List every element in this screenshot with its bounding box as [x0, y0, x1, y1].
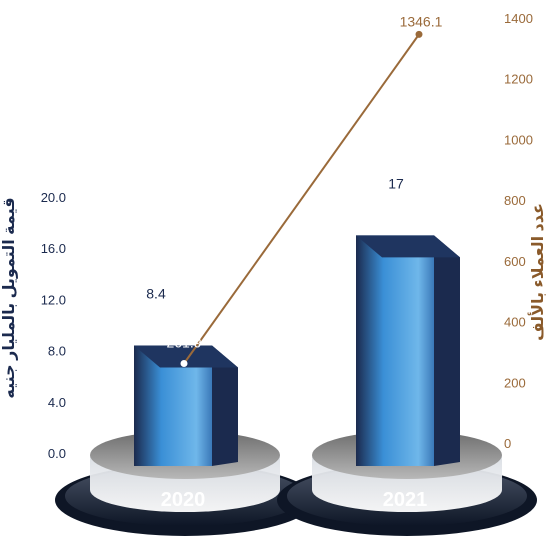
left-tick-label: 4.0	[48, 395, 66, 410]
bar	[134, 345, 238, 466]
right-tick-label: 0	[504, 436, 511, 451]
line-series	[180, 30, 423, 367]
year-label: 2021	[383, 489, 428, 511]
right-tick-label: 600	[504, 254, 526, 269]
data-labels: 8.4 17 261.9 1346.1	[146, 13, 442, 350]
left-axis-title: قيمة التمويل بالمليار جنيه	[1, 197, 18, 398]
right-tick-label: 1400	[504, 11, 533, 26]
bar	[356, 235, 460, 466]
right-axis-title: عدد العملاء بالألف	[528, 203, 547, 341]
left-axis-ticks: 0.0 4.0 8.0 12.0 16.0 20.0	[41, 190, 66, 461]
line-path	[183, 33, 420, 365]
right-tick-label: 400	[504, 315, 526, 330]
year-label: 2020	[161, 489, 206, 511]
left-tick-label: 0.0	[48, 446, 66, 461]
line-point	[415, 30, 423, 38]
right-tick-label: 1000	[504, 132, 533, 147]
line-value-label: 261.9	[166, 334, 201, 350]
bar-bases: 2020 2021	[55, 431, 537, 536]
bar-value-label: 8.4	[146, 285, 166, 301]
left-tick-label: 8.0	[48, 344, 66, 359]
bar-value-label: 17	[388, 175, 404, 191]
line-point	[180, 359, 188, 367]
bars	[134, 235, 460, 466]
left-tick-label: 20.0	[41, 190, 66, 205]
left-tick-label: 12.0	[41, 292, 66, 307]
right-tick-label: 800	[504, 193, 526, 208]
right-axis-ticks: 0 200 400 600 800 1000 1200 1400	[504, 11, 533, 451]
line-value-label: 1346.1	[400, 13, 443, 29]
right-tick-label: 200	[504, 375, 526, 390]
left-tick-label: 16.0	[41, 241, 66, 256]
right-tick-label: 1200	[504, 72, 533, 87]
